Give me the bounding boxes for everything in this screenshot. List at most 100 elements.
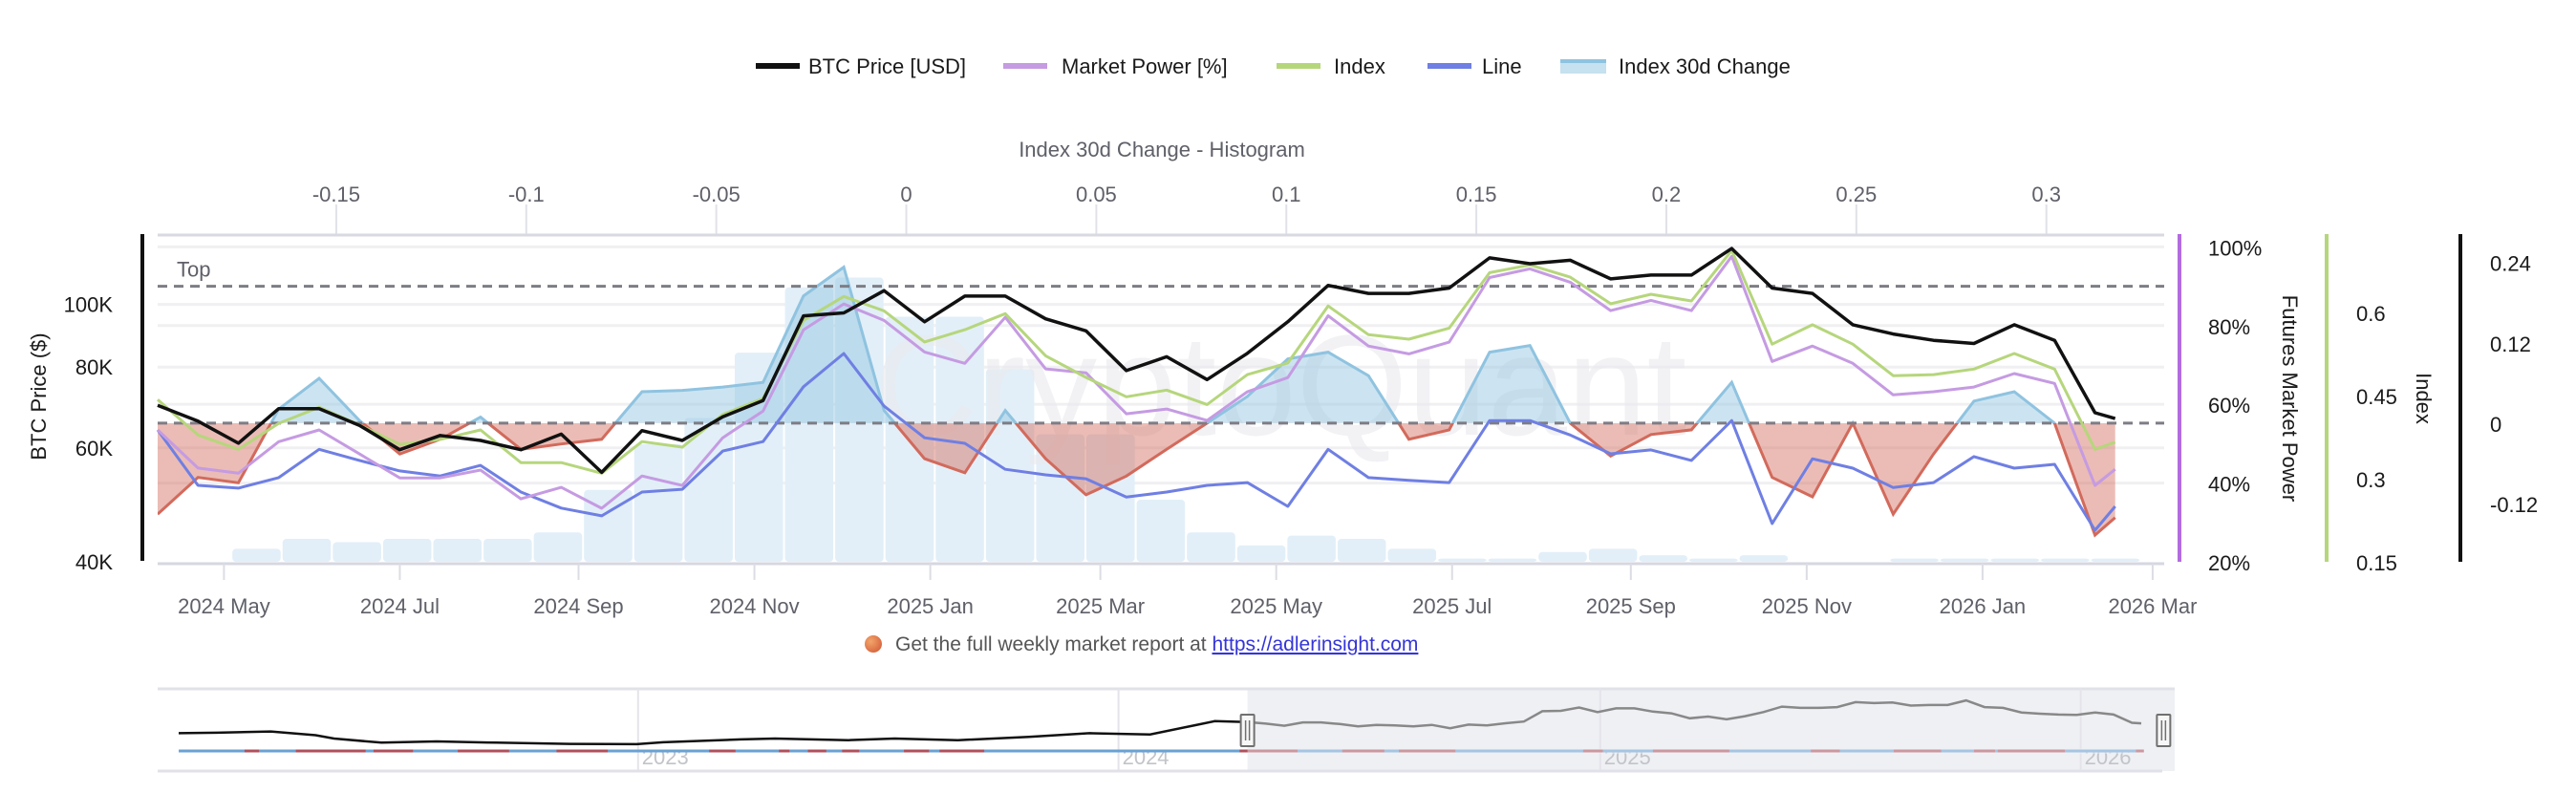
histogram-tick-label: 0.25	[1835, 182, 1877, 206]
histogram-tick-label: 0.1	[1272, 182, 1301, 206]
index-tick-label: 0.6	[2356, 302, 2386, 326]
index-axis-title: Index	[2412, 373, 2436, 424]
legend-label: Index 30d Change	[1619, 54, 1791, 78]
histogram-tick-label: -0.15	[312, 182, 360, 206]
market-power-tick-label: 40%	[2208, 473, 2250, 497]
histogram-tick-label: -0.1	[508, 182, 545, 206]
histogram-bar	[1588, 548, 1638, 562]
histogram-bar	[382, 539, 432, 562]
histogram-bar	[1890, 558, 1939, 562]
index-tick-label: 0.45	[2356, 385, 2397, 409]
market-power-tick-label: 100%	[2208, 236, 2262, 260]
legend-label: BTC Price [USD]	[808, 54, 966, 78]
histogram-bar	[333, 542, 381, 562]
histogram-bar	[1438, 558, 1487, 562]
histogram-bar	[533, 532, 583, 562]
navigator-year-label: 2023	[642, 745, 689, 769]
svg-text:Get the full weekly market rep: Get the full weekly market report at htt…	[895, 633, 1418, 655]
histogram-bar	[584, 489, 633, 562]
x-tick-label: 2025 Jul	[1412, 594, 1492, 618]
change-tick-label: 0	[2490, 413, 2501, 437]
x-tick-label: 2026 Mar	[2108, 594, 2197, 618]
navigator-handle-right[interactable]	[2156, 714, 2172, 747]
histogram-bar	[433, 539, 483, 562]
x-tick-label: 2025 Sep	[1586, 594, 1676, 618]
histogram-bar	[1287, 535, 1336, 562]
legend-label: Index	[1334, 54, 1385, 78]
navigator-year-label: 2024	[1123, 745, 1170, 769]
histogram-tick-label: -0.05	[693, 182, 741, 206]
change-negative-line	[158, 422, 2116, 538]
legend-item-market-power[interactable]: Market Power [%]	[1003, 54, 1228, 78]
footer-link[interactable]: https://adlerinsight.com	[1212, 633, 1418, 655]
series-line-line	[156, 352, 2116, 532]
btc-tick-label: 40K	[75, 550, 113, 574]
histogram-bar	[1236, 545, 1286, 562]
btc-tick-label: 80K	[75, 355, 113, 379]
x-tick-label: 2025 Jan	[887, 594, 974, 618]
handle-body[interactable]	[1239, 714, 1256, 747]
navigator-year-label: 2026	[2085, 745, 2132, 769]
histogram-bar	[1187, 532, 1235, 562]
histogram-tick-label: 0	[900, 182, 912, 206]
legend-swatch-edge	[1560, 59, 1606, 63]
legend: BTC Price [USD] Market Power [%] Index Line…	[756, 54, 1791, 78]
navigator[interactable]: 2023 2024 2025 2026	[158, 687, 2175, 773]
histogram-bar	[1940, 558, 1989, 562]
btc-tick-label: 60K	[75, 437, 113, 461]
legend-item-index[interactable]: Index	[1277, 54, 1385, 78]
histogram-title: Index 30d Change - Histogram	[1019, 138, 1305, 161]
market-power-tick-label: 60%	[2208, 394, 2250, 418]
x-tick-label: 2026 Jan	[1940, 594, 2027, 618]
histogram-bar	[985, 369, 1035, 562]
navigator-handle-left[interactable]	[1239, 714, 1256, 747]
navigator-baseline-mask	[1247, 748, 2175, 754]
histogram-bar	[232, 548, 281, 562]
x-tick-label: 2025 Mar	[1056, 594, 1145, 618]
histogram-bar	[1036, 434, 1085, 562]
histogram-bar	[1739, 555, 1789, 562]
index-tick-label: 0.15	[2356, 551, 2397, 575]
change-tick-label: -0.12	[2490, 493, 2538, 517]
report-orange-icon	[865, 635, 882, 653]
histogram-bar	[1086, 434, 1135, 562]
series-line-market-power	[156, 254, 2116, 510]
market-power-tick-label: 20%	[2208, 551, 2250, 575]
histogram-bar	[1337, 539, 1386, 562]
histogram-bar	[2091, 558, 2140, 562]
btc-axis-title: BTC Price ($)	[27, 332, 51, 460]
handle-body[interactable]	[2156, 714, 2172, 747]
histogram-bar	[1688, 558, 1738, 562]
histogram-bar	[935, 316, 984, 562]
legend-item-btc-price-usd[interactable]: BTC Price [USD]	[756, 54, 966, 78]
histogram-bar	[835, 277, 884, 562]
series-line-btc-price-usd	[157, 246, 2116, 475]
histogram-bar	[1387, 548, 1437, 562]
navigator-price-line	[178, 719, 1248, 746]
reference-line-label: Top	[177, 258, 210, 282]
legend-label: Market Power [%]	[1062, 54, 1228, 78]
histogram-tick-label: 0.3	[2031, 182, 2061, 206]
histogram-tick-label: 0.15	[1456, 182, 1497, 206]
x-tick-label: 2025 Nov	[1762, 594, 1852, 618]
navigator-selected-range[interactable]	[1247, 689, 2175, 771]
legend-item-line[interactable]: Line	[1428, 54, 1522, 78]
histogram-bar	[1488, 558, 1537, 562]
market-power-tick-label: 80%	[2208, 315, 2250, 339]
legend-label: Line	[1482, 54, 1522, 78]
legend-item-index-30d-change[interactable]: Index 30d Change	[1560, 54, 1791, 78]
navigator-year-label: 2025	[1604, 745, 1651, 769]
histogram-bar	[1639, 555, 1687, 562]
x-tick-label: 2024 Jul	[360, 594, 440, 618]
histogram-tick-label: 0.2	[1652, 182, 1682, 206]
y-axes: 40K 60K 80K 100K 20% 40% 60% 80% 100% 0.15 0.3 0.45…	[64, 234, 2538, 575]
navigator-price-line-selected	[1247, 698, 2142, 730]
footer-text: Get the full weekly market report at	[895, 633, 1212, 655]
x-axis: 2024 May 2024 Jul 2024 Sep 2024 Nov 2025 Jan…	[178, 564, 2197, 618]
histogram-bars	[232, 277, 2140, 562]
histogram-bar	[1136, 500, 1186, 562]
histogram-bar	[633, 443, 683, 562]
x-tick-label: 2024 May	[178, 594, 270, 618]
